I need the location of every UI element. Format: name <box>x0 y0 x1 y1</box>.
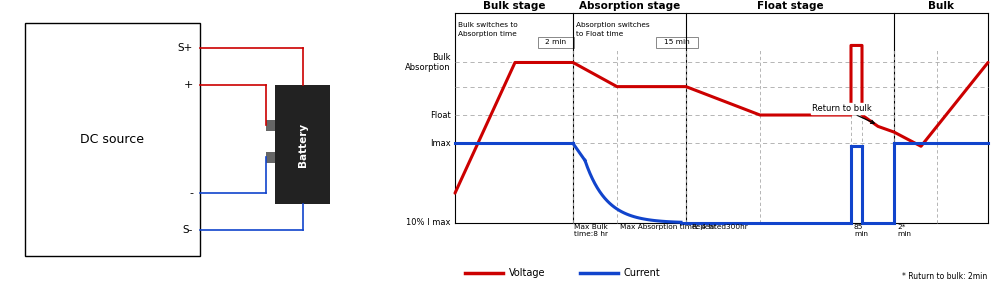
Bar <box>538 37 574 48</box>
Text: Return to bulk: Return to bulk <box>812 104 874 123</box>
Text: Float stage: Float stage <box>757 1 823 11</box>
Text: Absorption stage: Absorption stage <box>579 1 680 11</box>
Text: DC source: DC source <box>80 133 144 146</box>
Text: 2 min: 2 min <box>545 39 567 45</box>
Text: Max Bulk
time:8 hr: Max Bulk time:8 hr <box>574 224 608 237</box>
Text: Imax: Imax <box>430 139 451 148</box>
Text: Voltage: Voltage <box>509 268 546 278</box>
Text: 10% I max: 10% I max <box>406 218 451 227</box>
Text: Absorption switches: Absorption switches <box>576 22 650 28</box>
Text: Float: Float <box>430 110 451 120</box>
Text: Bulk stage: Bulk stage <box>483 1 545 11</box>
Text: * Ruturn to bulk: 2min: * Ruturn to bulk: 2min <box>902 272 987 281</box>
Text: Bulk
Absorption: Bulk Absorption <box>405 53 451 72</box>
Text: S-: S- <box>183 225 193 235</box>
Text: Repeated300hr: Repeated300hr <box>691 224 748 230</box>
Text: Absorption time: Absorption time <box>458 31 517 37</box>
Text: Bulk: Bulk <box>928 1 954 11</box>
Bar <box>656 37 698 48</box>
Text: 85
min: 85 min <box>854 224 868 237</box>
Bar <box>25 23 200 256</box>
Text: 2*
min: 2* min <box>897 224 911 237</box>
Text: 15 min: 15 min <box>664 39 690 45</box>
Text: Bulk switches to: Bulk switches to <box>458 22 518 28</box>
Text: -: - <box>189 188 193 198</box>
Bar <box>266 152 275 163</box>
Text: Battery: Battery <box>298 123 308 167</box>
Bar <box>275 85 330 204</box>
Text: +: + <box>184 80 193 90</box>
Text: S+: S+ <box>178 43 193 53</box>
Text: Current: Current <box>624 268 661 278</box>
Bar <box>266 120 275 131</box>
Text: Max Absorption time: 4 hr: Max Absorption time: 4 hr <box>620 224 716 230</box>
Text: to Float time: to Float time <box>576 31 623 37</box>
